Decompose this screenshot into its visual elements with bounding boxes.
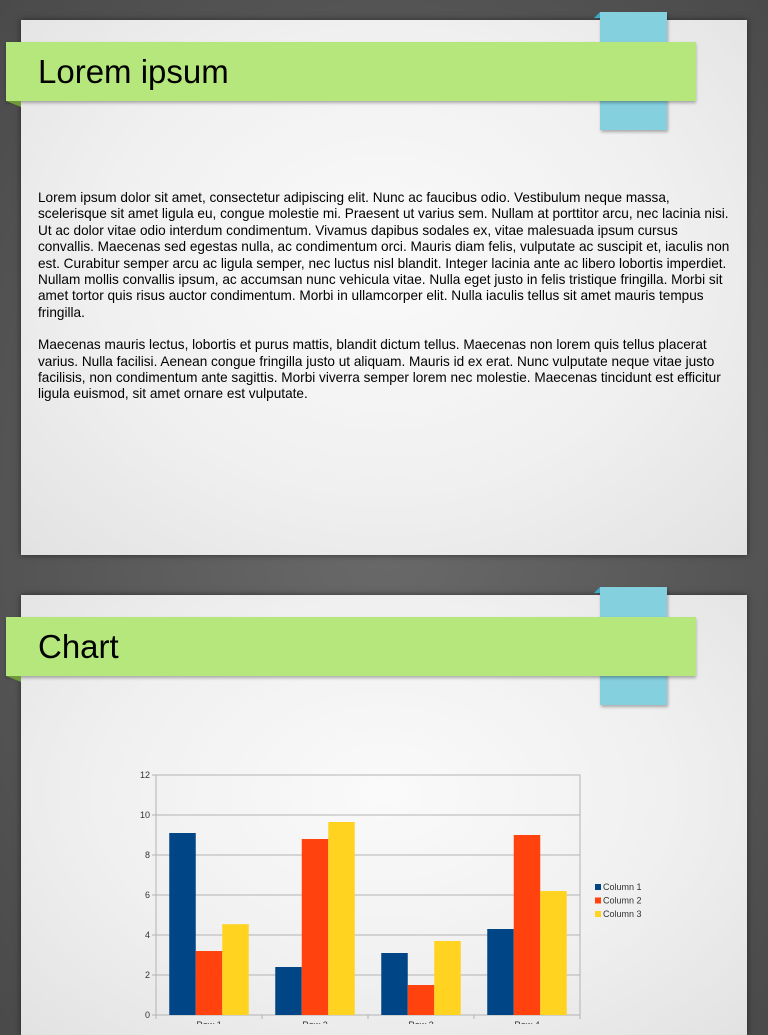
slide-1-body: Lorem ipsum dolor sit amet, consectetur … (38, 190, 733, 419)
slide-2-title: Chart (38, 628, 119, 665)
slide-1-title: Lorem ipsum (38, 53, 229, 90)
slide-2-title-banner: Chart (6, 617, 696, 682)
paragraph: Lorem ipsum dolor sit amet, consectetur … (38, 190, 730, 320)
paragraph: Maecenas mauris lectus, lobortis et puru… (38, 337, 721, 402)
slide-1-title-banner: Lorem ipsum (6, 42, 696, 107)
